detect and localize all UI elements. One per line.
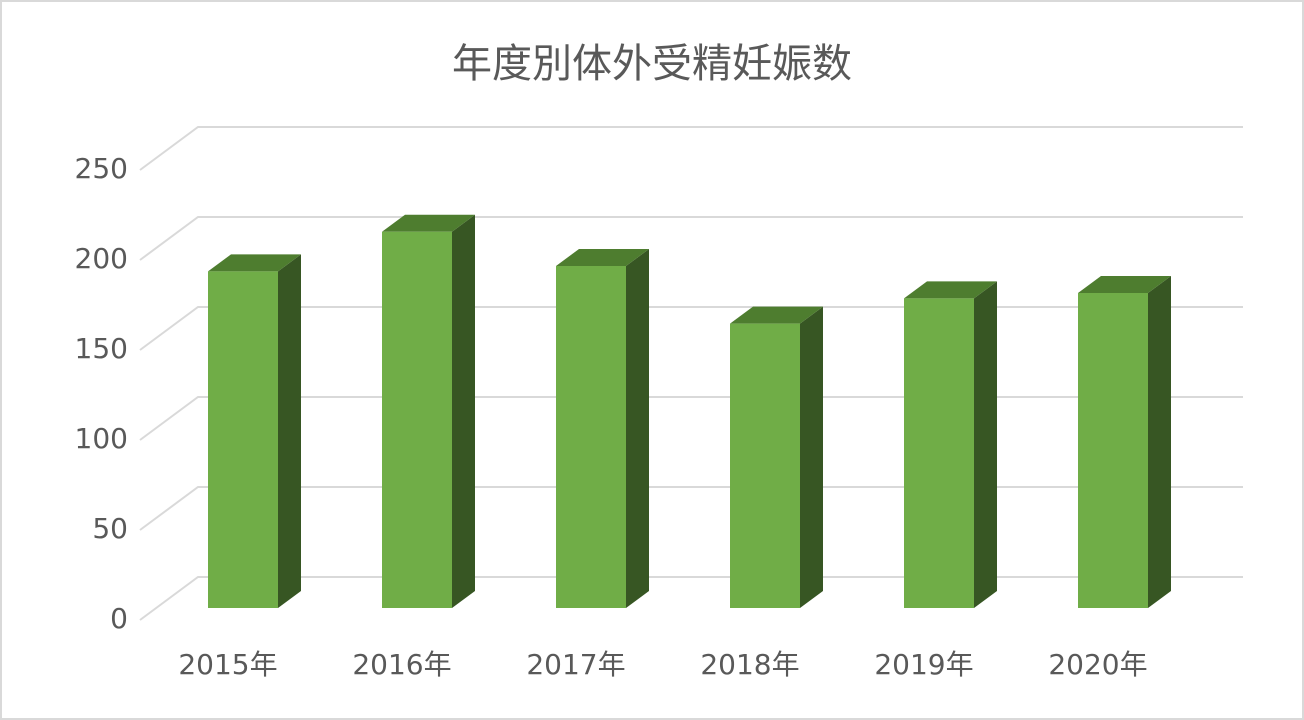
bar-front bbox=[382, 231, 452, 609]
bar-top bbox=[730, 306, 823, 324]
bar-top bbox=[382, 214, 475, 232]
bar-side bbox=[626, 249, 649, 608]
bar-side bbox=[974, 281, 997, 608]
grid-line bbox=[139, 396, 1243, 441]
grid-line bbox=[139, 306, 1243, 351]
bar bbox=[904, 281, 997, 608]
y-tick-label: 0 bbox=[110, 602, 128, 635]
x-tick-label: 2020年 bbox=[1048, 648, 1147, 681]
x-tick-label: 2019年 bbox=[874, 648, 973, 681]
x-tick-label: 2015年 bbox=[178, 648, 277, 681]
bar-front bbox=[556, 266, 626, 608]
bar-side bbox=[278, 254, 301, 608]
grid-line bbox=[139, 576, 1243, 621]
bar-front bbox=[730, 323, 800, 608]
bar-side bbox=[1148, 276, 1171, 608]
grid-line bbox=[139, 216, 1243, 261]
bar-top bbox=[904, 281, 997, 299]
bar bbox=[382, 214, 475, 609]
x-tick-label: 2017年 bbox=[526, 648, 625, 681]
bar-front bbox=[208, 271, 278, 608]
bar-top bbox=[556, 249, 649, 266]
y-tick-label: 50 bbox=[92, 512, 128, 545]
bar-top bbox=[208, 254, 301, 272]
bar bbox=[730, 306, 823, 608]
y-tick-label: 250 bbox=[75, 152, 128, 185]
bar-front bbox=[1078, 293, 1148, 608]
bar bbox=[1078, 276, 1171, 608]
bar bbox=[208, 254, 301, 608]
x-tick-label: 2018年 bbox=[700, 648, 799, 681]
grid-line bbox=[139, 486, 1243, 531]
y-tick-label: 200 bbox=[75, 242, 128, 275]
y-tick-label: 100 bbox=[75, 422, 128, 455]
bar-top bbox=[1078, 276, 1171, 293]
x-tick-label: 2016年 bbox=[352, 648, 451, 681]
chart-title: 年度別体外受精妊娠数 bbox=[452, 41, 852, 87]
grid-line bbox=[139, 126, 1243, 171]
bar-front bbox=[904, 298, 974, 608]
bar-side bbox=[452, 214, 475, 609]
y-tick-label: 150 bbox=[75, 332, 128, 365]
bar-side bbox=[800, 306, 823, 608]
bar bbox=[556, 249, 649, 608]
